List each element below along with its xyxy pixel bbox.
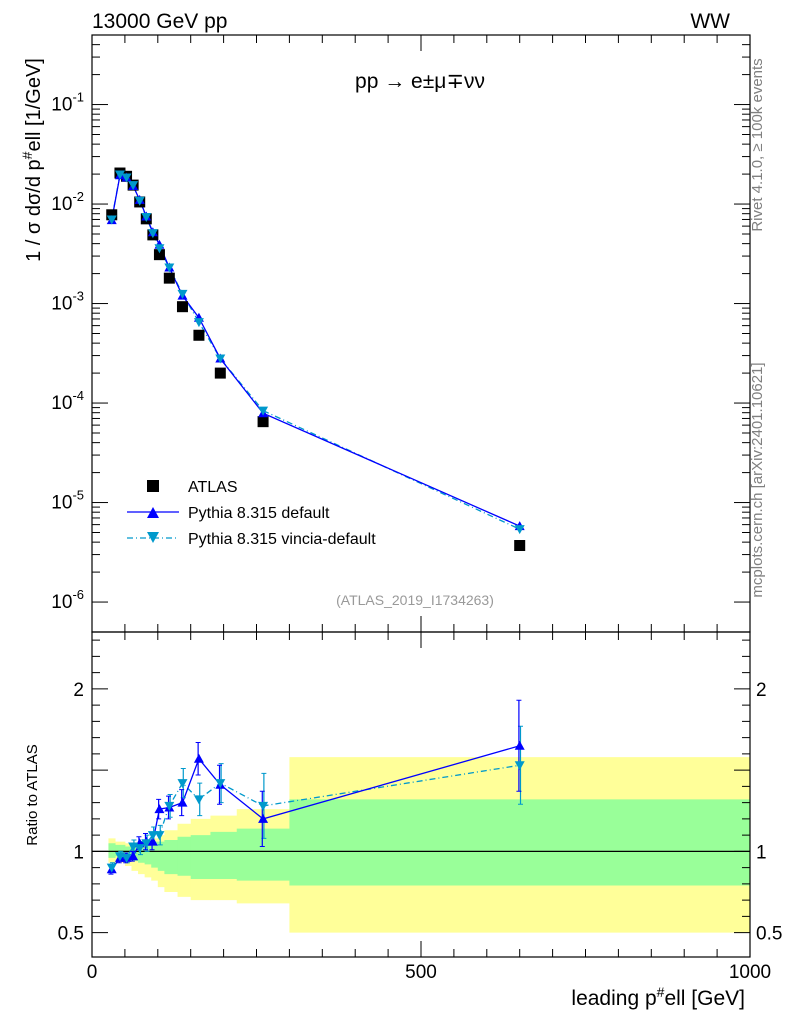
vincia-point [128,181,139,191]
ratio-default-point [514,740,525,750]
ratio-y-tick-label: 2 [73,680,84,701]
ratio-y-tick-label: 1 [73,842,84,863]
ratio-vincia-point [193,795,204,805]
vincia-point [177,289,188,299]
main-data [106,167,526,552]
ratio-axes: 0.5 0.5 1 1 2 2 0 500 1000 [58,631,782,983]
ratio-uncertainty-bands [108,757,751,933]
ratio-default-point [128,851,139,861]
vincia-point [154,244,165,254]
x-label-suffix: ell [GeV] [664,987,745,1010]
series-line-default [111,174,520,527]
series-line-vincia [111,173,520,530]
ratio-band-inner [144,843,152,865]
ratio-vincia-point [154,831,165,841]
process-tag: WW [690,10,730,33]
energy-label: 13000 GeV pp [92,10,227,33]
atlas-point [214,367,226,379]
ratio-band-inner [151,841,159,868]
vincia-point [114,170,125,180]
ratio-data [106,699,525,875]
x-tick-label: 1000 [729,962,771,983]
legend-marker-vincia [147,532,159,543]
ratio-y-tick-label-right: 2 [756,680,767,701]
atlas-point [514,540,526,552]
ratio-default-point [154,804,165,814]
legend: ATLAS Pythia 8.315 default Pythia 8.315 … [127,479,376,548]
ratio-default-point [193,753,204,763]
ratio-vincia-point [164,801,175,811]
ratio-band-inner [210,831,238,879]
main-axes: 10-6 10-5 10-4 10-3 10-2 10-1 [51,34,751,633]
atlas-point [176,301,188,313]
ratio-vincia-point [514,761,525,771]
x-label-sup: # [657,984,665,1000]
main-y-label-suffix: ell [1/GeV] [23,58,45,151]
main-y-label-sup: # [19,151,35,159]
vincia-point [134,196,145,206]
atlas-point [106,209,118,221]
x-tick-label: 500 [405,962,437,983]
ratio-default-point [258,813,269,823]
ratio-band-inner [177,836,192,876]
ratio-y-axis-label: Ratio to ATLAS [24,744,41,845]
main-y-tick-label: 10-4 [51,388,84,414]
vincia-point [141,213,152,223]
main-y-tick-label: 10-2 [51,189,84,215]
vincia-point [514,525,525,535]
ratio-y-tick-label-right: 1 [756,842,767,863]
main-panel: 10-6 10-5 10-4 10-3 10-2 10-1 pp → e±μ∓νν (AT… [19,34,751,633]
main-y-tick-label: 10-1 [51,90,84,116]
vincia-point [164,263,175,273]
ratio-band-inner [108,843,116,858]
x-axis-label: leading p#ell [GeV] [571,984,745,1010]
vincia-point [106,215,117,225]
main-y-label-prefix: 1 / σ dσ/d p [23,159,45,262]
rivet-version-label: Rivet 4.1.0, ≥ 100k events [749,58,766,231]
atlas-point [257,416,269,428]
legend-label-atlas: ATLAS [188,479,238,496]
plot-title: pp → e±μ∓νν [355,70,485,93]
ratio-panel: 0.5 0.5 1 1 2 2 0 500 1000 Ratio to ATLAS [24,631,782,983]
ratio-band-inner [164,840,179,875]
atlas-point [163,272,175,284]
vincia-point [121,173,132,183]
ratio-band-inner [138,844,146,863]
main-y-tick-label: 10-5 [51,488,84,514]
legend-marker-atlas [147,480,159,492]
vincia-point [147,229,158,239]
legend-label-vincia: Pythia 8.315 vincia-default [188,531,376,548]
legend-label-default: Pythia 8.315 default [188,505,330,522]
vincia-point [258,406,269,416]
ratio-default-point [177,797,188,807]
legend-marker-default [147,507,159,518]
ratio-vincia-point [215,779,226,789]
ratio-vincia-point [141,839,152,849]
ratio-vincia-point [106,863,117,873]
main-y-axis-label: 1 / σ dσ/d p#ell [1/GeV] [19,58,45,262]
atlas-point [193,329,205,341]
ratio-band-inner [289,799,751,886]
vincia-point [193,318,204,328]
main-y-tick-label: 10-3 [51,289,84,315]
analysis-annotation: (ATLAS_2019_I1734263) [336,592,494,608]
ratio-band-inner [190,835,211,879]
mcplots-label: mcplots.cern.ch [arXiv:2401.10621] [749,362,766,597]
ratio-vincia-point [258,801,269,811]
ratio-vincia-point [134,844,145,854]
ratio-y-tick-label: 0.5 [58,924,84,945]
ratio-default-point [147,836,158,846]
ratio-band-inner [115,844,126,857]
ratio-band-inner [157,841,165,871]
ratio-vincia-point [177,779,188,789]
ratio-y-tick-label-right: 0.5 [756,924,782,945]
main-y-tick-label: 10-6 [51,587,84,613]
vincia-point [215,354,226,364]
atlas-point [153,249,165,261]
ratio-vincia-point [147,831,158,841]
x-label-prefix: leading p [571,987,656,1010]
ratio-vincia-point [121,853,132,863]
x-tick-label: 0 [87,962,98,983]
